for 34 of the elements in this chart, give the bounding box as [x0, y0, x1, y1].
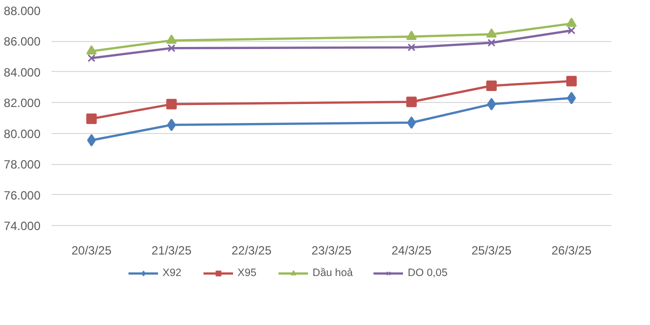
x-tick-label: 22/3/25: [231, 244, 272, 258]
y-tick-label: 80.000: [4, 126, 41, 141]
point: [488, 38, 496, 47]
legend-label: DO 0,05: [408, 267, 448, 279]
y-tick-label: 74.000: [4, 219, 41, 233]
point: [486, 28, 497, 38]
point: [168, 44, 176, 52]
point: [566, 76, 577, 86]
point: [166, 34, 177, 44]
y-tick-label: 86.000: [4, 34, 41, 49]
legend-label: X95: [238, 267, 258, 279]
point: [166, 98, 177, 110]
x-tick-label: 23/3/25: [311, 244, 352, 258]
y-tick-label: 88.000: [4, 4, 41, 18]
legend-label: X92: [162, 267, 182, 279]
x-tick-label: 20/3/25: [71, 244, 112, 258]
x-tick-label: 24/3/25: [391, 244, 432, 258]
point: [566, 18, 577, 27]
x-tick-label: 21/3/25: [151, 244, 192, 258]
point: [406, 96, 417, 108]
legend-label: Dầu hoả: [312, 267, 353, 279]
point: [86, 114, 97, 124]
point: [406, 30, 417, 40]
x-tick-label: 26/3/25: [551, 244, 592, 258]
point: [86, 45, 97, 55]
point: [568, 26, 576, 34]
point: [486, 80, 497, 91]
y-tick-label: 84.000: [4, 65, 41, 80]
y-tick-label: 78.000: [4, 158, 41, 172]
point: [88, 54, 96, 62]
x-tick-label: 25/3/25: [471, 244, 512, 258]
y-tick-label: 76.000: [4, 188, 41, 202]
point: [408, 43, 416, 52]
y-tick-label: 82.000: [4, 96, 41, 110]
